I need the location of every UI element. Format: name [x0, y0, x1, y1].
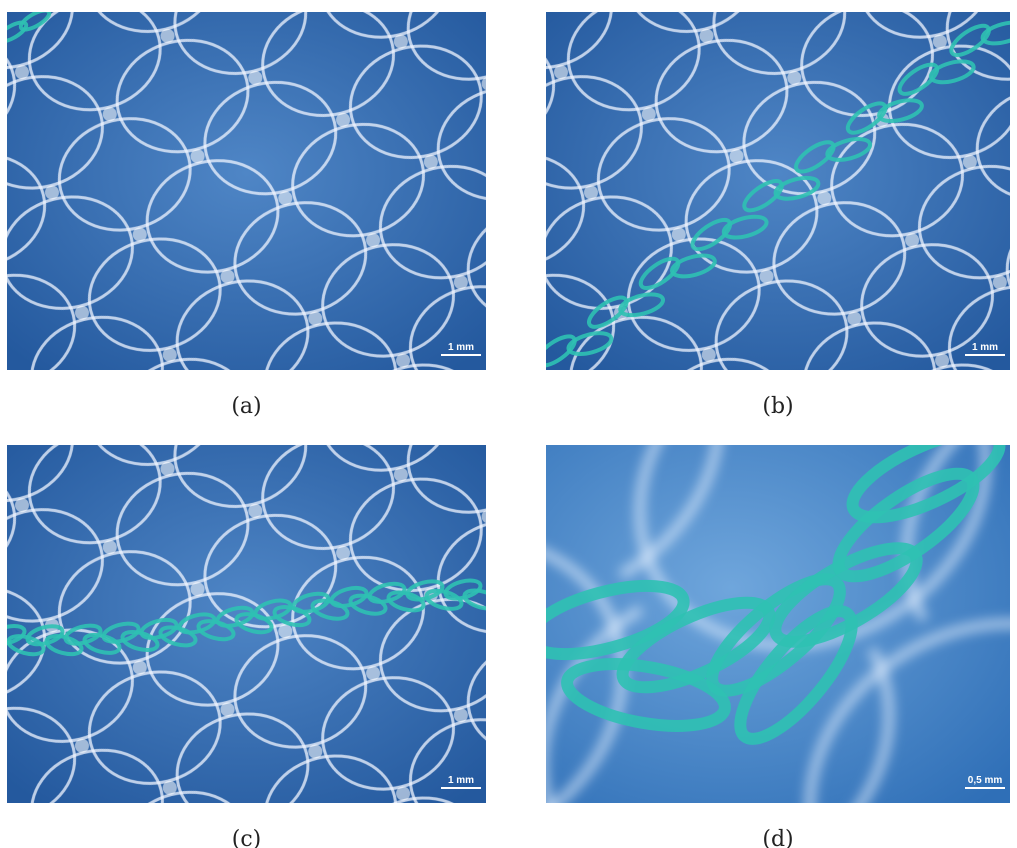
scale-label: 0,5 mm	[968, 775, 1003, 786]
panel-caption: (b)	[762, 394, 793, 419]
figure-canvas: 1 mm (a) 1 mm (b) 1 mm (c) 0,5 mm (d)	[0, 0, 1017, 848]
mesh	[7, 12, 486, 370]
photo	[0, 7, 486, 370]
photo-panel: 1 mm	[0, 7, 486, 370]
mesh	[7, 445, 486, 803]
photo-panel: 1 mm	[0, 445, 501, 803]
photo-panel: 1 mm	[533, 12, 1017, 371]
panel-caption: (c)	[232, 827, 262, 848]
scale-label: 1 mm	[448, 342, 474, 353]
photo	[0, 445, 501, 803]
photo	[506, 405, 1017, 843]
scale-label: 1 mm	[448, 775, 474, 786]
scale-label: 1 mm	[972, 342, 998, 353]
photo	[533, 12, 1017, 371]
panel-caption: (d)	[762, 827, 793, 848]
panel-caption: (a)	[231, 394, 261, 419]
photo-panel: 0,5 mm	[506, 405, 1017, 843]
figure: 1 mm (a) 1 mm (b) 1 mm (c) 0,5 mm (d)	[0, 0, 1017, 848]
